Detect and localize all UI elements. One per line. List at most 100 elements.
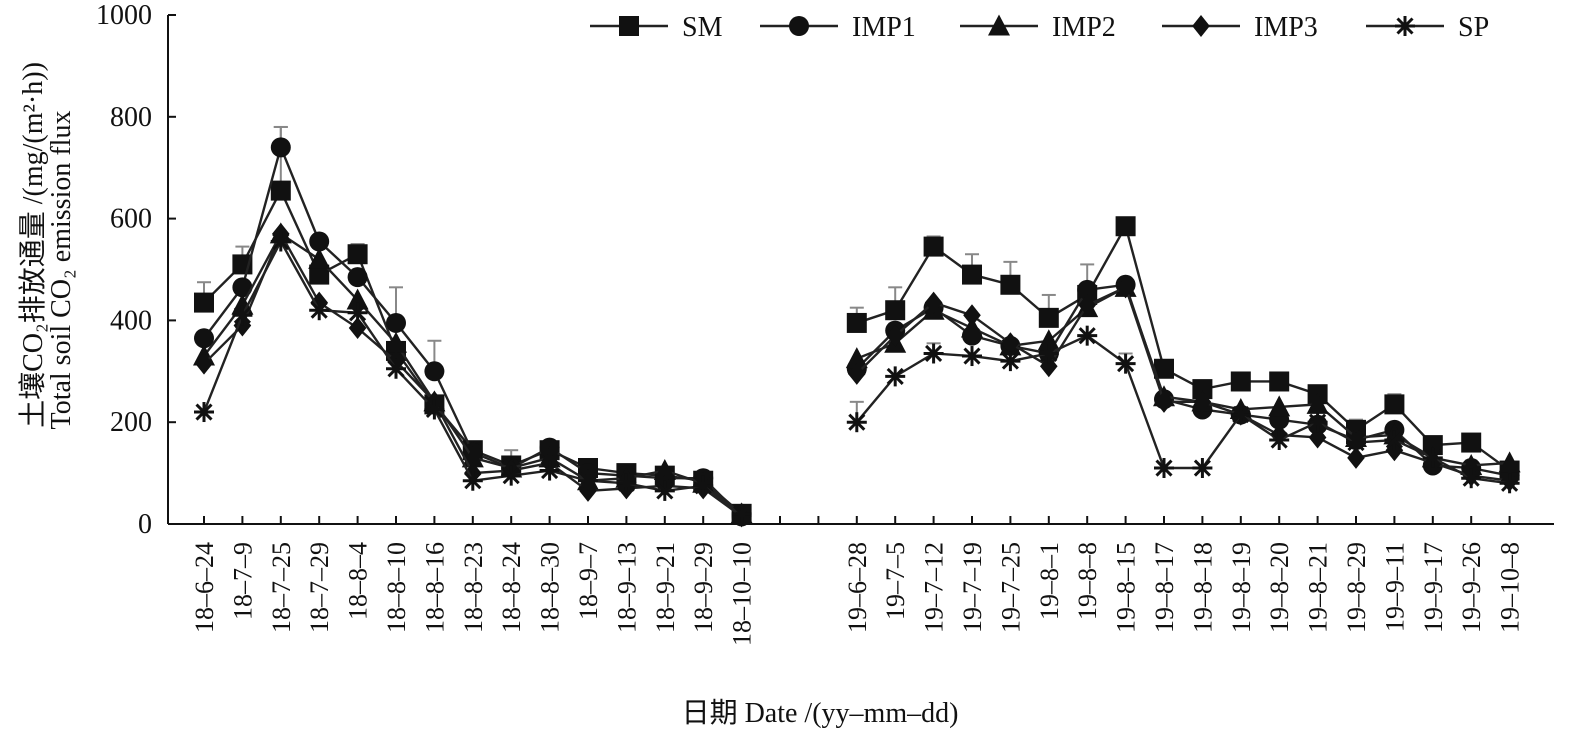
data-point-imp2 (961, 316, 983, 338)
data-point-sm (1461, 432, 1482, 453)
data-point-sp (578, 470, 598, 491)
data-point-imp2 (308, 247, 331, 269)
data-point-imp2 (346, 288, 369, 310)
x-tick-label: 18–7–25 (267, 542, 296, 633)
data-point-sp (1499, 473, 1520, 494)
data-point-imp3 (1193, 390, 1212, 413)
legend-item-sp: SP (1366, 12, 1489, 43)
legend-item-imp2: IMP2 (960, 12, 1116, 43)
data-point-imp1 (424, 361, 445, 382)
legend-item-imp1: IMP1 (760, 12, 916, 43)
data-point-sp (1000, 351, 1021, 372)
marker-stroke (733, 505, 751, 523)
data-point-sm (270, 180, 291, 201)
legend-label-sp: SP (1458, 12, 1489, 43)
x-tick-label: 18–9–29 (689, 542, 718, 633)
legend-marker-imp1 (789, 16, 809, 36)
x-tick-label: 19–10–8 (1496, 542, 1525, 633)
legend-marker-imp2 (988, 14, 1010, 36)
data-point-sm (1000, 274, 1021, 295)
data-point-imp3 (579, 479, 597, 502)
data-point-sp (1077, 325, 1098, 346)
data-point-sp (962, 346, 982, 367)
marker-stroke (1193, 459, 1211, 477)
x-tick-label: 19–8–20 (1265, 542, 1294, 633)
x-tick-label: 19–9–11 (1380, 542, 1409, 632)
x-tick-label: 18–10–10 (728, 542, 757, 646)
marker-stroke (1270, 431, 1288, 449)
legend-marker-sm (619, 16, 639, 36)
data-point-sp (1230, 404, 1251, 425)
data-point-sm (347, 244, 368, 265)
data-point-imp3 (886, 324, 904, 347)
marker-stroke (1155, 459, 1173, 477)
x-tick-label: 19–6–28 (843, 542, 872, 633)
data-point-imp3 (195, 352, 213, 375)
x-axis-title: 日期 Date /(yy–mm–dd) (682, 698, 959, 729)
data-point-sp (1192, 458, 1213, 479)
marker-stroke (1309, 413, 1327, 431)
data-point-sp (654, 480, 675, 501)
data-point-imp1 (194, 328, 214, 349)
marker-stroke (349, 304, 367, 322)
marker-stroke (387, 360, 405, 378)
marker-stroke (425, 400, 443, 419)
data-point-sp (846, 412, 867, 433)
x-tick-label: 18–8–30 (536, 542, 565, 633)
series-sp (194, 231, 1520, 524)
marker-stroke (1347, 433, 1365, 452)
data-point-sm (962, 264, 982, 285)
data-point-imp1 (309, 231, 330, 252)
legend: SM IMP1 IMP2 IMP3 SP (590, 12, 1489, 43)
data-point-imp2 (1306, 392, 1329, 414)
marker-stroke (886, 367, 904, 385)
data-point-sp (731, 503, 752, 524)
data-point-sm (1115, 216, 1136, 237)
legend-item-sm: SM (590, 12, 723, 43)
data-point-imp3 (1347, 446, 1365, 469)
data-point-sp (923, 343, 944, 364)
y-tick-label: 200 (110, 407, 152, 438)
marker-stroke (541, 461, 559, 480)
data-point-sm (1038, 307, 1059, 328)
marker-stroke (233, 306, 251, 324)
data-point-sm (1269, 371, 1290, 392)
data-point-sp (270, 231, 291, 252)
data-point-sp (1346, 432, 1366, 453)
data-point-sp (1307, 412, 1328, 433)
legend-item-imp3: IMP3 (1162, 12, 1318, 43)
marker-stroke (1040, 344, 1058, 363)
data-point-imp2 (1037, 329, 1060, 351)
x-tick-label: 18–8–24 (497, 542, 526, 633)
legend-marker-imp3 (1192, 15, 1210, 37)
data-point-sm (885, 300, 906, 321)
data-point-sm (1422, 435, 1443, 456)
data-point-sp (616, 473, 637, 494)
x-tick-label: 18–8–16 (420, 542, 449, 633)
data-point-sp (1461, 468, 1482, 489)
marker-stroke (310, 301, 328, 319)
data-point-imp3 (1040, 355, 1058, 378)
marker-stroke (1424, 449, 1442, 467)
x-tick-label: 19–8–15 (1112, 542, 1141, 633)
data-point-sp (539, 460, 560, 481)
legend-label-imp3: IMP3 (1254, 12, 1318, 43)
marker-stroke (1232, 406, 1250, 424)
marker-stroke (1001, 352, 1019, 370)
data-point-sp (1269, 430, 1290, 451)
data-point-imp1 (1077, 279, 1098, 300)
x-tick-label: 19–8–1 (1035, 542, 1064, 620)
data-point-sm (1154, 358, 1174, 379)
x-tick-label: 18–9–21 (651, 542, 680, 633)
x-tick-label: 18–6–24 (190, 542, 219, 633)
x-tick-label: 18–7–9 (228, 542, 257, 620)
marker-stroke (1396, 17, 1414, 35)
axes: 0 200 400 600 800 1000 18–6–24 18–7–9 18–7–25 18–… (96, 0, 1554, 646)
data-point-sm (923, 236, 944, 257)
x-tick-label: 19–8–21 (1304, 542, 1333, 633)
data-point-sm (309, 264, 330, 285)
data-point-sm (1192, 379, 1213, 400)
data-point-imp3 (963, 304, 981, 327)
marker-stroke (195, 403, 213, 421)
